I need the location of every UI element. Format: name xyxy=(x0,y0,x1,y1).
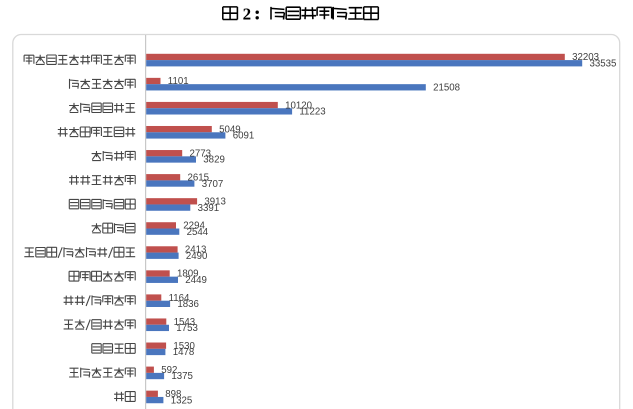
svg-text:898: 898 xyxy=(165,389,181,400)
svg-text:33535: 33535 xyxy=(590,59,617,70)
svg-text:1164: 1164 xyxy=(169,293,190,304)
svg-text:1375: 1375 xyxy=(171,371,193,382)
svg-text:6091: 6091 xyxy=(233,131,255,142)
svg-text:2: 2 xyxy=(243,4,252,23)
svg-text:2413: 2413 xyxy=(185,245,207,256)
svg-text:32203: 32203 xyxy=(572,52,599,63)
svg-text:2615: 2615 xyxy=(188,172,210,183)
svg-text:1753: 1753 xyxy=(176,323,198,334)
svg-text:1101: 1101 xyxy=(168,76,189,87)
svg-text:1478: 1478 xyxy=(173,347,195,358)
svg-text:3913: 3913 xyxy=(204,197,226,208)
svg-text:2773: 2773 xyxy=(190,148,212,159)
svg-text:1325: 1325 xyxy=(171,395,193,406)
svg-text:1836: 1836 xyxy=(177,299,199,310)
svg-text:3391: 3391 xyxy=(198,203,220,214)
svg-text:2490: 2490 xyxy=(186,251,208,262)
svg-text:3707: 3707 xyxy=(202,179,224,190)
svg-text:21508: 21508 xyxy=(433,83,460,94)
svg-text:1543: 1543 xyxy=(174,317,196,328)
svg-text:5049: 5049 xyxy=(219,124,241,135)
svg-text:2294: 2294 xyxy=(183,221,205,232)
svg-text:11223: 11223 xyxy=(299,107,325,118)
svg-text:1809: 1809 xyxy=(177,269,199,280)
svg-text:2544: 2544 xyxy=(187,227,209,238)
svg-text:2449: 2449 xyxy=(185,275,207,286)
svg-text:592: 592 xyxy=(161,365,177,376)
svg-text:1530: 1530 xyxy=(173,341,195,352)
svg-text:10120: 10120 xyxy=(285,100,313,111)
svg-text:3829: 3829 xyxy=(203,155,225,166)
